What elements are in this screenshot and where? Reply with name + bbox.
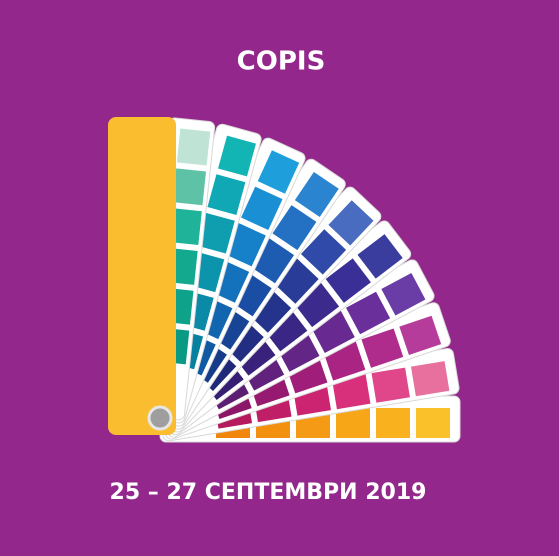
color-swatch (371, 367, 410, 403)
color-swatch (250, 238, 295, 284)
color-swatch (172, 168, 207, 206)
color-swatch (361, 328, 404, 368)
color-swatch (410, 361, 450, 397)
color-swatch (416, 408, 450, 438)
color-swatch (325, 258, 371, 303)
cover-strip (108, 117, 176, 435)
event-dates: 25 – 27 СЕПТЕМВРИ 2019 (110, 480, 427, 505)
title: COPIS (237, 47, 326, 77)
color-swatch (376, 408, 410, 438)
color-swatch (381, 273, 426, 316)
color-swatch (346, 291, 391, 335)
color-swatch (207, 174, 246, 215)
color-swatch (257, 150, 300, 194)
color-swatch (399, 315, 442, 356)
color-swatch (336, 408, 370, 438)
color-swatch (168, 208, 202, 246)
color-swatch (294, 171, 339, 217)
color-swatch (328, 200, 374, 246)
color-swatch (300, 229, 347, 275)
color-swatch (196, 212, 235, 254)
color-fan (138, 117, 461, 443)
color-swatch (246, 287, 292, 333)
color-swatch (218, 135, 256, 177)
color-swatch (176, 128, 211, 166)
color-swatch (273, 258, 319, 304)
color-swatch (241, 186, 283, 231)
color-swatch (293, 282, 340, 328)
pivot-rivet (147, 405, 173, 431)
color-swatch (332, 374, 371, 410)
color-swatch (262, 306, 308, 352)
color-swatch (357, 234, 403, 279)
color-swatch (272, 205, 317, 251)
fan-cover (108, 117, 176, 435)
